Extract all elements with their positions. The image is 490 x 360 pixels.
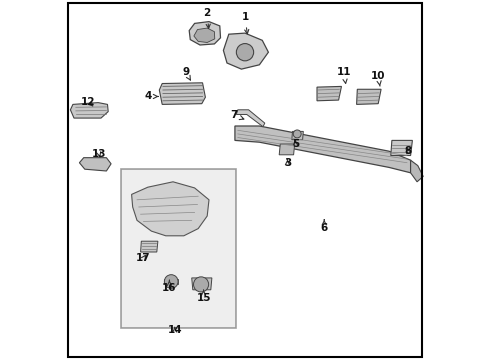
Text: 4: 4 <box>145 91 158 102</box>
Text: 5: 5 <box>292 139 299 149</box>
Text: 8: 8 <box>404 146 411 156</box>
Ellipse shape <box>164 275 178 288</box>
Text: 14: 14 <box>168 325 182 336</box>
Text: 11: 11 <box>337 67 351 84</box>
Text: 10: 10 <box>371 71 386 86</box>
Text: 16: 16 <box>162 280 177 293</box>
Text: 9: 9 <box>182 67 191 80</box>
Polygon shape <box>411 160 423 182</box>
Text: 1: 1 <box>242 12 249 34</box>
Polygon shape <box>236 110 265 127</box>
Ellipse shape <box>293 130 301 138</box>
Polygon shape <box>391 140 413 156</box>
Text: 3: 3 <box>284 158 291 168</box>
Text: 7: 7 <box>230 110 244 120</box>
Polygon shape <box>235 126 411 173</box>
Polygon shape <box>292 131 303 140</box>
Polygon shape <box>317 86 342 101</box>
Polygon shape <box>357 89 381 104</box>
Text: 12: 12 <box>81 96 96 107</box>
Text: 17: 17 <box>136 253 151 264</box>
Text: 2: 2 <box>203 8 211 28</box>
Ellipse shape <box>194 277 209 292</box>
Text: 15: 15 <box>196 290 211 303</box>
Text: 13: 13 <box>92 149 106 159</box>
Ellipse shape <box>236 44 254 61</box>
Polygon shape <box>189 22 220 45</box>
Polygon shape <box>164 279 178 284</box>
Polygon shape <box>279 144 294 155</box>
Polygon shape <box>141 241 158 252</box>
Polygon shape <box>71 103 108 118</box>
Polygon shape <box>192 278 212 290</box>
Polygon shape <box>194 28 215 42</box>
Polygon shape <box>132 182 209 236</box>
Bar <box>121 169 236 328</box>
Polygon shape <box>79 158 111 171</box>
Polygon shape <box>223 33 269 69</box>
Polygon shape <box>159 83 205 104</box>
Text: 6: 6 <box>320 220 328 233</box>
